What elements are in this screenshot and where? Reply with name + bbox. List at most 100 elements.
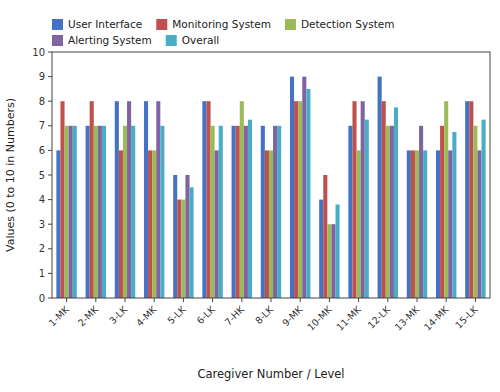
- y-tick: [48, 199, 52, 200]
- bar: [190, 187, 194, 298]
- bar: [148, 150, 152, 298]
- legend-item: Overall: [166, 34, 220, 46]
- y-tick: [48, 76, 52, 77]
- x-tick-label: 1-MK: [46, 303, 71, 328]
- legend-item: Alerting System: [52, 34, 152, 46]
- x-tick: [183, 298, 184, 302]
- bar: [244, 126, 248, 298]
- bar: [236, 126, 240, 298]
- x-tick-label: 13-MK: [392, 303, 421, 332]
- x-tick-label: 14-MK: [422, 303, 451, 332]
- bar: [261, 126, 265, 298]
- y-tick: [48, 175, 52, 176]
- bar: [473, 126, 477, 298]
- x-tick-label: 12-LK: [365, 303, 392, 330]
- bar: [119, 150, 123, 298]
- x-tick-label: 4-MK: [134, 303, 159, 328]
- legend-item: Detection System: [285, 18, 395, 30]
- legend-swatch: [156, 19, 167, 30]
- bar: [327, 224, 331, 298]
- x-tick: [329, 298, 330, 302]
- bar: [65, 126, 69, 298]
- bar: [331, 224, 335, 298]
- bar: [348, 126, 352, 298]
- bar: [319, 200, 323, 298]
- y-tick-label: 0: [39, 293, 45, 304]
- bar: [206, 101, 210, 298]
- bar: [444, 101, 448, 298]
- bars: [56, 77, 485, 298]
- y-tick-label: 5: [39, 170, 45, 181]
- y-tick: [48, 273, 52, 274]
- bar: [415, 150, 419, 298]
- bar: [102, 126, 106, 298]
- bar: [156, 101, 160, 298]
- bar: [357, 150, 361, 298]
- y-tick-label: 1: [39, 268, 45, 279]
- bar: [302, 77, 306, 298]
- legend-label: Detection System: [301, 18, 395, 30]
- bar: [411, 150, 415, 298]
- bar: [294, 101, 298, 298]
- bar: [94, 126, 98, 298]
- legend-label: User Interface: [68, 18, 142, 30]
- bar: [269, 150, 273, 298]
- bar: [115, 101, 119, 298]
- y-tick: [48, 52, 52, 53]
- bar: [211, 126, 215, 298]
- bar: [352, 101, 356, 298]
- x-tick: [154, 298, 155, 302]
- x-tick-label: 9-MK: [280, 303, 305, 328]
- bar: [365, 120, 369, 298]
- y-tick: [48, 125, 52, 126]
- plot-frame: [52, 52, 490, 298]
- legend-label: Monitoring System: [172, 18, 271, 30]
- legend-item: Monitoring System: [156, 18, 271, 30]
- y-tick: [48, 150, 52, 151]
- bar: [290, 77, 294, 298]
- y-tick-label: 4: [39, 194, 45, 205]
- bar: [323, 175, 327, 298]
- x-tick: [66, 298, 67, 302]
- x-tick-label: 10-MK: [305, 303, 334, 332]
- x-tick: [300, 298, 301, 302]
- x-tick-label: 3-LK: [107, 303, 130, 326]
- x-tick: [358, 298, 359, 302]
- bar: [131, 126, 135, 298]
- bar: [440, 126, 444, 298]
- bar: [152, 150, 156, 298]
- bar: [452, 132, 456, 298]
- y-tick-label: 6: [39, 145, 45, 156]
- legend-label: Alerting System: [68, 34, 152, 46]
- y-tick-label: 8: [39, 96, 45, 107]
- bar: [465, 101, 469, 298]
- x-tick: [241, 298, 242, 302]
- y-tick-label: 9: [39, 71, 45, 82]
- x-tick-label: 15-LK: [453, 303, 480, 330]
- bar: [477, 150, 481, 298]
- bar: [469, 101, 473, 298]
- bar: [482, 120, 486, 298]
- y-tick-label: 2: [39, 243, 45, 254]
- bar: [69, 126, 73, 298]
- bar: [123, 126, 127, 298]
- x-tick: [95, 298, 96, 302]
- bar: [56, 150, 60, 298]
- bar: [306, 89, 310, 298]
- x-tick: [125, 298, 126, 302]
- bar: [240, 101, 244, 298]
- y-tick-label: 10: [32, 47, 45, 58]
- x-tick: [271, 298, 272, 302]
- bar: [173, 175, 177, 298]
- bar: [232, 126, 236, 298]
- y-tick: [48, 298, 52, 299]
- x-tick-label: 7-HK: [222, 303, 246, 327]
- x-tick: [212, 298, 213, 302]
- bar: [144, 101, 148, 298]
- x-tick-label: 6-LK: [194, 303, 217, 326]
- bar: [90, 101, 94, 298]
- bar: [394, 107, 398, 298]
- bar: [215, 150, 219, 298]
- bar: [98, 126, 102, 298]
- bar: [277, 126, 281, 298]
